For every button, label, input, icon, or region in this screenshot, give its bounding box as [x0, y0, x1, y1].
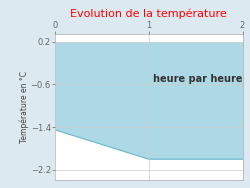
Title: Evolution de la température: Evolution de la température	[70, 8, 227, 18]
Text: heure par heure: heure par heure	[154, 74, 243, 84]
Y-axis label: Température en °C: Température en °C	[20, 71, 29, 143]
